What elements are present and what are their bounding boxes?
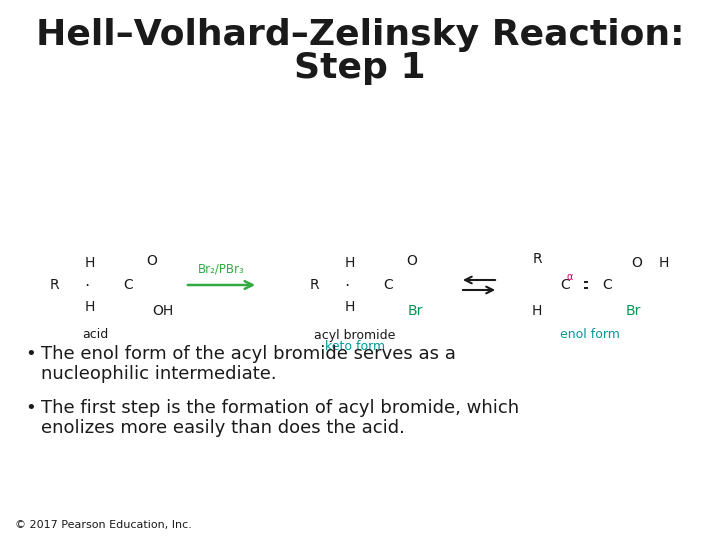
Text: H: H <box>659 256 670 270</box>
Text: Br: Br <box>625 304 641 318</box>
Text: H: H <box>345 256 355 270</box>
Text: C: C <box>85 278 95 292</box>
Text: nucleophilic intermediate.: nucleophilic intermediate. <box>41 365 276 383</box>
Text: C: C <box>560 278 570 292</box>
Text: •: • <box>25 345 36 363</box>
Text: © 2017 Pearson Education, Inc.: © 2017 Pearson Education, Inc. <box>15 520 192 530</box>
Text: enolizes more easily than does the acid.: enolizes more easily than does the acid. <box>41 419 405 437</box>
Text: O: O <box>147 254 158 268</box>
Text: R: R <box>309 278 319 292</box>
Text: H: H <box>345 300 355 314</box>
Text: keto form: keto form <box>325 341 385 354</box>
Text: α: α <box>92 272 98 282</box>
Text: α: α <box>352 272 358 282</box>
Text: R: R <box>49 278 59 292</box>
Text: •: • <box>25 399 36 417</box>
Text: Step 1: Step 1 <box>294 51 426 85</box>
Text: C: C <box>345 278 355 292</box>
Text: C: C <box>602 278 612 292</box>
Text: OH: OH <box>152 304 174 318</box>
Text: H: H <box>532 304 542 318</box>
Text: O: O <box>631 256 642 270</box>
Text: enol form: enol form <box>560 328 620 341</box>
Text: α: α <box>567 272 573 282</box>
Text: acyl bromide: acyl bromide <box>315 328 396 341</box>
Text: The first step is the formation of acyl bromide, which: The first step is the formation of acyl … <box>41 399 519 417</box>
Text: O: O <box>407 254 418 268</box>
Text: C: C <box>383 278 393 292</box>
Text: C: C <box>123 278 133 292</box>
Text: The enol form of the acyl bromide serves as a: The enol form of the acyl bromide serves… <box>41 345 456 363</box>
Text: Hell–Volhard–Zelinsky Reaction:: Hell–Volhard–Zelinsky Reaction: <box>36 18 684 52</box>
Text: H: H <box>85 256 95 270</box>
Text: Br: Br <box>408 304 423 318</box>
Text: R: R <box>532 252 542 266</box>
Text: acid: acid <box>82 328 108 341</box>
Text: Br₂/PBr₃: Br₂/PBr₃ <box>198 262 245 275</box>
Text: H: H <box>85 300 95 314</box>
